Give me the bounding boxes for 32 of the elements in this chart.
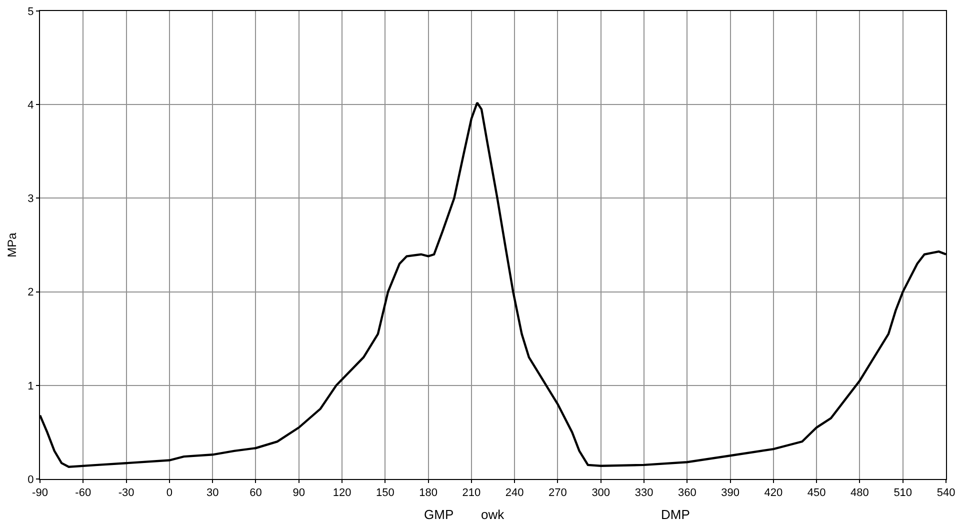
y-axis-title: MPa (4, 232, 19, 258)
y-tick-label: 1 (28, 380, 34, 392)
text: DMP (661, 507, 690, 522)
x-tick-label: 330 (634, 487, 654, 500)
x-tick-label: 90 (292, 487, 305, 500)
y-tick-label: 0 (28, 474, 34, 486)
y-tick-label: 2 (28, 286, 34, 299)
x-tick-label: 120 (332, 487, 352, 500)
x-tick-label: 450 (807, 487, 826, 500)
x-tick-label: 180 (419, 487, 438, 500)
x-tick-label: -60 (75, 487, 92, 500)
x-tick-label: 420 (764, 487, 783, 500)
text: GMP (424, 507, 454, 522)
x-tick-label: 240 (505, 487, 524, 500)
x-tick-label: 480 (850, 487, 869, 500)
y-tick-label: 3 (28, 193, 34, 206)
x-tick-label: 150 (376, 487, 394, 500)
x-tick-label: 210 (462, 487, 481, 500)
x-tick-label: 300 (592, 487, 610, 500)
x-tick-label: 270 (548, 487, 567, 500)
x-tick-label: 0 (166, 487, 172, 500)
x-tick-label: 60 (250, 487, 262, 500)
x-tick-label: 30 (206, 487, 219, 500)
x-tick-label: -90 (32, 487, 48, 500)
x-tick-label: 390 (721, 487, 740, 500)
y-tick-label: 5 (28, 6, 34, 18)
x-tick-label: 360 (678, 487, 696, 500)
y-tick-label: 4 (28, 99, 34, 112)
x-tick-label: -30 (118, 487, 134, 500)
x-tick-label: 540 (936, 487, 956, 500)
text: owk (481, 507, 505, 522)
x-tick-label: 510 (894, 487, 912, 500)
